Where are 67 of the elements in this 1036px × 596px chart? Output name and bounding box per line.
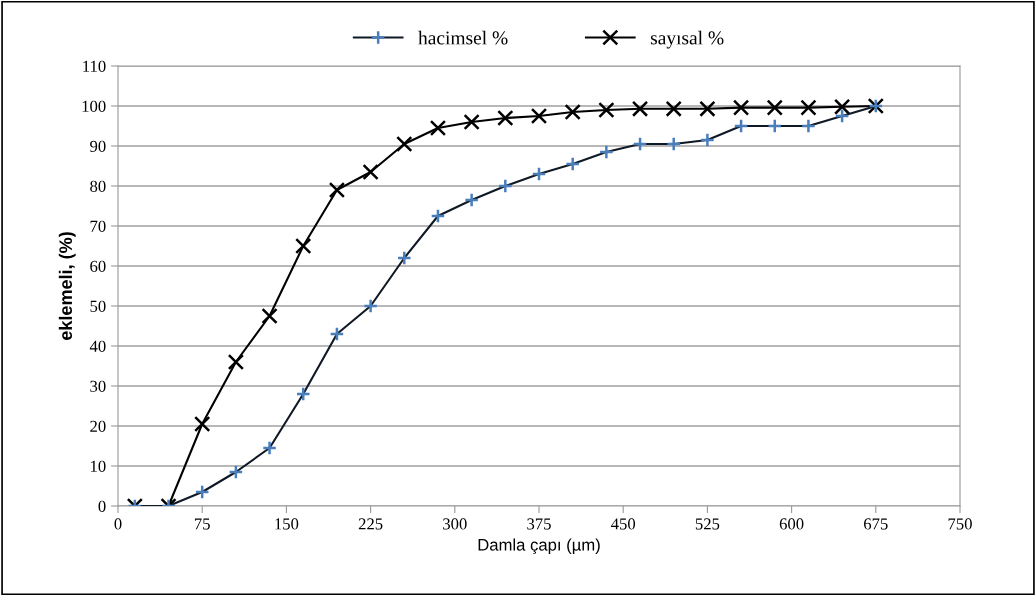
y-tick-label: 0 xyxy=(98,500,106,512)
point xyxy=(262,440,278,456)
x-tick-label: 525 xyxy=(695,518,720,530)
x-tick-label: 75 xyxy=(194,518,210,530)
point xyxy=(834,108,850,124)
point xyxy=(194,415,211,433)
point xyxy=(665,100,682,117)
point xyxy=(800,118,816,134)
y-tick-label: 60 xyxy=(90,260,106,272)
point xyxy=(463,113,480,131)
y-tick-label: 30 xyxy=(90,380,106,392)
point xyxy=(261,307,278,325)
point xyxy=(598,144,614,160)
point xyxy=(497,178,513,194)
point xyxy=(227,353,245,371)
x-tick-label: 300 xyxy=(443,518,467,530)
point xyxy=(733,118,749,134)
x-tick-label: 225 xyxy=(358,518,383,530)
point xyxy=(800,99,817,116)
point xyxy=(530,107,548,125)
y-tick-label: 10 xyxy=(90,460,106,472)
x-tick-label: 750 xyxy=(948,518,972,530)
point xyxy=(732,99,750,116)
y-tick-label: 20 xyxy=(90,420,106,432)
y-tick-label: 50 xyxy=(90,300,106,312)
point xyxy=(497,109,514,127)
point xyxy=(194,484,210,500)
point xyxy=(564,103,581,121)
point xyxy=(631,100,649,117)
x-tick-label: 450 xyxy=(611,518,636,530)
x-tick-label: 675 xyxy=(864,518,888,530)
legend-label: hacimsel % xyxy=(418,30,508,45)
x-tick-label: 600 xyxy=(779,518,804,530)
point xyxy=(767,118,783,134)
point xyxy=(632,136,648,152)
x-tick-label: 0 xyxy=(114,518,122,530)
y-tick-label: 70 xyxy=(90,220,106,232)
x-axis-title: Damla çapı (µm) xyxy=(478,538,600,555)
point xyxy=(464,192,480,208)
point xyxy=(362,163,379,181)
point xyxy=(766,99,783,116)
point xyxy=(396,135,413,153)
y-tick-label: 80 xyxy=(90,180,106,192)
y-tick-label: 90 xyxy=(90,140,106,152)
point xyxy=(228,464,244,480)
y-tick-label: 40 xyxy=(89,340,106,352)
legend-label: sayısal % xyxy=(650,30,724,49)
y-axis-title: eklemeli, (%) xyxy=(58,232,76,340)
point xyxy=(598,101,615,119)
point xyxy=(295,237,312,255)
point xyxy=(531,166,547,182)
x-tick-label: 375 xyxy=(527,518,551,530)
point xyxy=(565,156,581,172)
y-tick-label: 110 xyxy=(83,60,106,72)
point xyxy=(699,100,716,117)
point xyxy=(328,181,346,199)
y-tick-label: 100 xyxy=(82,100,106,112)
point xyxy=(329,326,345,342)
point xyxy=(429,119,447,137)
point xyxy=(363,298,379,314)
x-tick-label: 150 xyxy=(275,518,299,530)
point xyxy=(666,136,682,152)
point xyxy=(396,250,412,266)
point xyxy=(295,386,311,402)
point xyxy=(430,208,446,224)
point xyxy=(833,98,851,115)
point xyxy=(699,132,715,148)
